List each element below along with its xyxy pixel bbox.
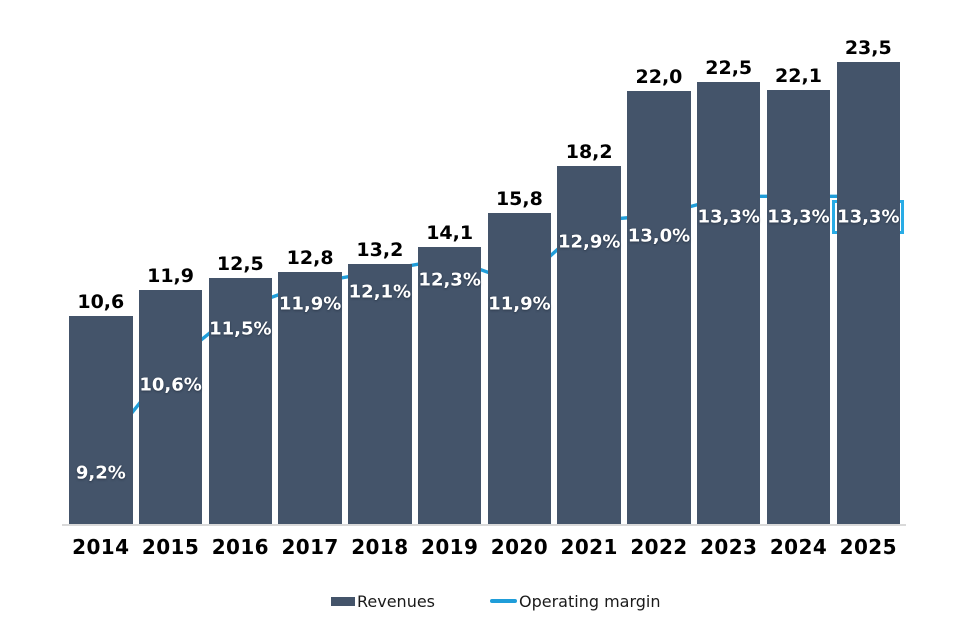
bar-value-label-2015: 11,9 (147, 265, 195, 288)
bar-2015 (138, 290, 203, 524)
revenues-swatch-icon (331, 596, 355, 606)
margin-label-2025: 13,3% (837, 206, 900, 228)
bar-value-label-2025: 23,5 (844, 36, 892, 59)
bar-value-label-2022: 22,0 (635, 66, 683, 89)
margin-label-2015: 10,6% (139, 374, 202, 396)
bar-value-label-2018: 13,2 (356, 239, 404, 262)
bar-2014 (69, 315, 133, 524)
year-label-2017: 2017 (281, 535, 339, 559)
bar-2022 (627, 91, 691, 524)
bar-value-label-2020: 15,8 (495, 188, 543, 211)
margin-label-2018: 12,1% (348, 281, 412, 303)
bar-value-label-2014: 10,6 (77, 290, 125, 313)
margin-label-2017: 11,9% (278, 293, 342, 315)
year-label-2022: 2022 (630, 535, 688, 559)
bar-value-label-2023: 22,5 (705, 56, 753, 79)
legend-revenues-label: Revenues (357, 591, 436, 611)
bar-2020 (487, 213, 552, 524)
year-label-2020: 2020 (490, 535, 549, 559)
year-label-2018: 2018 (351, 535, 409, 559)
margin-label-2024: 13,3% (767, 206, 830, 228)
margin-label-2023: 13,3% (697, 206, 760, 228)
margin-label-2020: 11,9% (488, 293, 551, 315)
margin-label-2022: 13,0% (627, 225, 691, 247)
legend: Revenues Operating margin (0, 588, 960, 618)
margin-label-2019: 12,3% (418, 269, 481, 291)
bar-value-label-2017: 12,8 (286, 247, 334, 270)
bar-2023 (696, 81, 761, 524)
bar-2017 (278, 272, 342, 524)
x-axis-line (62, 524, 906, 526)
bar-value-label-2019: 14,1 (426, 221, 474, 244)
bar-2018 (348, 264, 412, 524)
bar-2019 (417, 246, 482, 524)
legend-item-revenues: Revenues (331, 588, 435, 614)
bar-2021 (557, 166, 621, 524)
bar-value-label-2016: 12,5 (216, 253, 264, 276)
year-label-2016: 2016 (211, 535, 269, 559)
legend-operating-margin-label: Operating margin (519, 591, 661, 611)
year-label-2023: 2023 (700, 535, 758, 559)
margin-label-2014: 9,2% (75, 462, 126, 484)
margin-label-2016: 11,5% (209, 318, 272, 340)
operating-margin-swatch-icon (490, 599, 517, 603)
year-label-2024: 2024 (769, 535, 828, 559)
bar-2024 (766, 89, 831, 524)
bar-2016 (208, 278, 273, 524)
year-label-2025: 2025 (839, 535, 897, 559)
year-label-2021: 2021 (560, 535, 618, 559)
year-label-2019: 2019 (421, 535, 479, 559)
margin-label-2021: 12,9% (557, 231, 621, 253)
bar-value-label-2024: 22,1 (775, 64, 822, 87)
legend-item-operating-margin: Operating margin (490, 588, 661, 614)
year-label-2015: 2015 (141, 535, 200, 559)
year-label-2014: 2014 (72, 535, 130, 559)
bar-value-label-2021: 18,2 (565, 141, 613, 164)
bar-2025 (836, 61, 901, 524)
